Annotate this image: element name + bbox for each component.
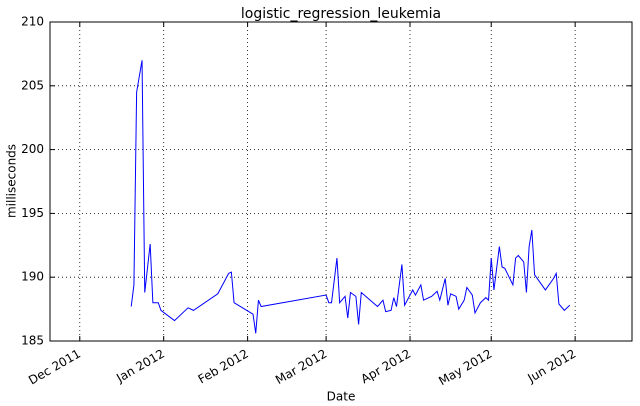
y-tick-label: 210 <box>21 15 44 29</box>
x-axis-label: Date <box>327 390 356 404</box>
chart-title: logistic_regression_leukemia <box>241 6 441 22</box>
y-tick-label: 195 <box>21 206 44 220</box>
y-axis-label: milliseconds <box>5 144 19 218</box>
y-tick-label: 200 <box>21 142 44 156</box>
y-tick-label: 205 <box>21 78 44 92</box>
x-tick-label: Feb 2012 <box>196 347 251 387</box>
x-tick-label: Jun 2012 <box>525 347 579 386</box>
x-tick-label: Mar 2012 <box>273 347 329 388</box>
plot-frame <box>49 21 633 342</box>
x-tick-label: Dec 2011 <box>26 347 83 388</box>
data-line <box>130 60 571 334</box>
x-tick-label: Apr 2012 <box>359 347 414 387</box>
y-tick-label: 185 <box>21 334 44 348</box>
x-tick-label: Jan 2012 <box>113 347 167 386</box>
x-tick-label: May 2012 <box>436 347 494 389</box>
y-tick-label: 190 <box>21 270 44 284</box>
